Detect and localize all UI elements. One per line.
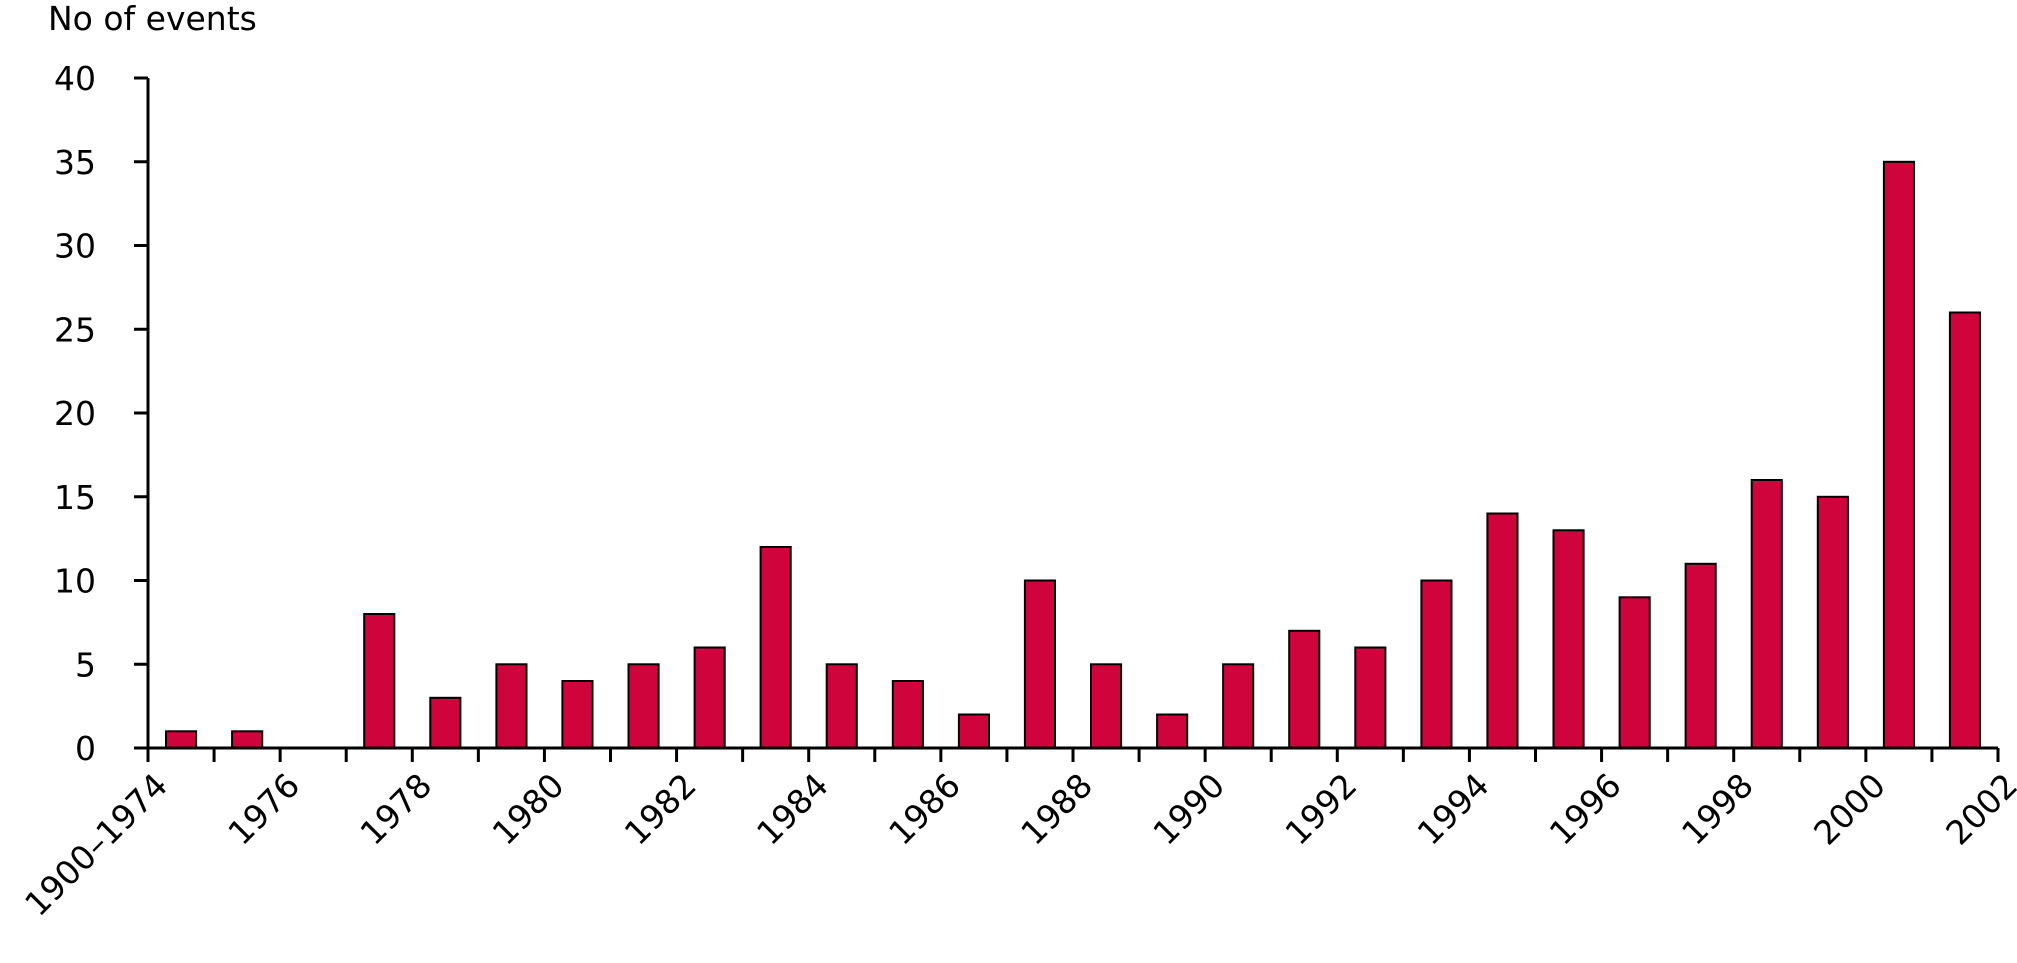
bars-group [165,160,1982,750]
bar-1997 [1684,562,1717,750]
bar-1996 [1618,596,1651,750]
bar-1975 [231,730,264,750]
x-tick-label: 2000 [1806,766,1893,853]
bar-1998 [1750,479,1783,749]
x-tick-label: 1996 [1542,766,1629,853]
y-tick-label: 35 [54,143,96,182]
bar-1989 [1156,713,1189,749]
x-ticks-group: 1900–1974 1976 1978 1980 1982 1984 1986 1988 199… [17,748,2017,924]
x-tick-label: 1990 [1145,766,1232,853]
bar-1980 [561,680,594,749]
x-tick-label: 1976 [220,766,307,853]
y-tick-label: 0 [75,729,96,768]
y-tick-label: 15 [54,478,96,517]
x-tick-label: 1994 [1410,766,1497,853]
x-tick-label: 2002 [1938,766,2017,853]
x-tick-label: 1992 [1277,766,1364,853]
bar-1999 [1816,495,1849,750]
bar-1995 [1552,529,1585,750]
bar-1985 [891,680,924,749]
x-tick-label: 1984 [749,766,836,853]
x-tick-label: 1986 [881,766,968,853]
bar-1993 [1420,579,1453,749]
bar-1986 [957,713,991,749]
y-tick-label: 40 [54,59,96,98]
x-tick-label: 1978 [352,766,439,853]
x-tick-label: 1982 [617,766,704,853]
bar-2000 [1882,160,1916,750]
y-tick-label: 10 [54,562,96,601]
bar-1992 [1354,646,1387,749]
bar-1987 [1023,579,1057,749]
y-tick-label: 25 [54,310,96,349]
bar-1990 [1222,663,1255,750]
y-tick-label: 30 [54,227,96,266]
y-tick-label: 5 [75,645,96,684]
bar-1900–1974 [165,730,198,750]
x-tick-label: 1988 [1013,766,1100,853]
bar-1994 [1486,512,1519,749]
bar-1991 [1288,629,1321,750]
y-ticks-group: 0 5 10 15 20 25 30 35 40 [54,59,148,768]
x-tick-label: 1980 [485,766,572,853]
bar-1984 [825,663,858,750]
bar-2001 [1948,311,1982,749]
y-axis-title: No of events [48,0,257,38]
y-tick-label: 20 [54,394,96,433]
x-tick-label: 1900–1974 [17,766,175,924]
bar-1983 [759,546,792,749]
bar-1982 [693,646,726,749]
bar-1981 [627,663,660,750]
bar-1978 [429,696,462,750]
bar-1979 [495,663,528,750]
bar-1977 [363,613,396,749]
bar-1988 [1090,663,1123,750]
x-tick-label: 1998 [1674,766,1761,853]
